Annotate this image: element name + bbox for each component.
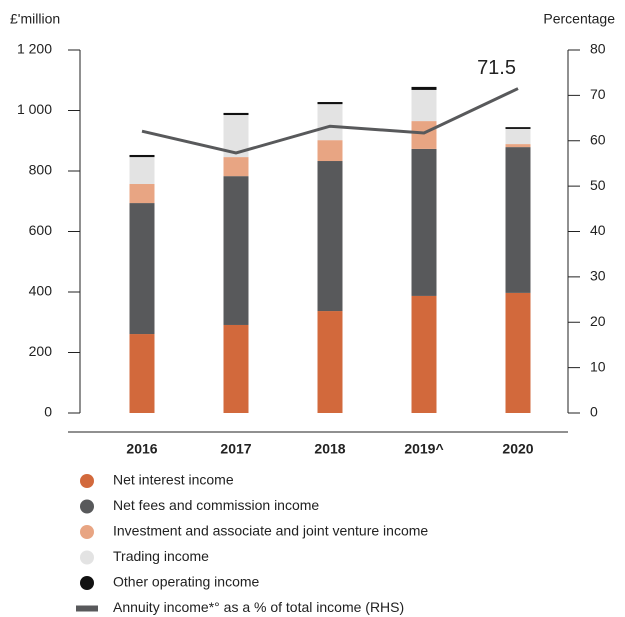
bar-segment [223,324,249,413]
bar-segment [505,292,531,413]
y-tick-label: 400 [29,283,53,299]
y-tick-label: 0 [44,404,52,420]
bar-segment [129,154,155,158]
legend-label: Net interest income [113,472,234,488]
legend-swatch [80,499,94,514]
x-tick-label: 2017 [220,441,251,457]
bar-segment [411,148,437,296]
legend-label: Net fees and commission income [113,497,319,513]
legend-label: Annuity income*° as a % of total income … [113,599,404,615]
bar-segment [411,295,437,413]
y2-tick-label: 60 [590,131,606,147]
y2-tick-label: 30 [590,268,606,284]
legend-swatch [80,525,94,539]
y-axis-title: £'million [10,11,60,27]
x-tick-label: 2018 [314,441,345,457]
bar-segment [317,140,343,162]
y2-tick-label: 70 [590,86,606,102]
bar-segment [411,89,437,122]
bar-segment [129,203,155,335]
y2-tick-label: 0 [590,404,598,420]
legend-swatch [80,576,94,590]
bar-segment [505,128,531,145]
y-tick-label: 600 [29,222,53,238]
legend-label: Other operating income [113,574,260,590]
y2-axis-title: Percentage [543,11,615,27]
bar-segment [505,147,531,293]
bar-segment [317,311,343,413]
legend-swatch [80,550,94,565]
y2-tick-label: 40 [590,222,606,238]
y-tick-label: 1 000 [17,101,52,117]
bar-segment [317,102,343,105]
data-label: 71.5 [477,57,516,79]
y-tick-label: 800 [29,162,53,178]
bar-segment [223,112,249,116]
line [141,87,519,155]
y-tick-label: 1 200 [17,41,52,57]
legend-label: Trading income [113,548,209,564]
bar-segment [129,334,155,413]
y2-tick-label: 80 [590,41,606,57]
y2-tick-label: 50 [590,177,606,193]
x-tick-label: 2019^ [404,441,443,457]
bar-segment [505,127,531,129]
y2-tick-label: 10 [590,358,606,374]
bar-segment [411,86,437,90]
legend-label: Investment and associate and joint ventu… [113,523,428,539]
bar-segment [223,157,249,177]
bar-segment [317,104,343,141]
bar-segment [129,184,155,204]
y2-tick-label: 20 [590,313,606,329]
legend-swatch [80,474,94,488]
legend-swatch [76,605,98,612]
bar-segment [129,157,155,185]
bar-segment [505,144,531,148]
x-tick-label: 2016 [126,441,157,457]
x-tick-label: 2020 [502,441,533,457]
bar-segment [411,121,437,149]
bar-segment [223,176,249,325]
y-tick-label: 200 [29,343,53,359]
bar-segment [317,161,343,312]
